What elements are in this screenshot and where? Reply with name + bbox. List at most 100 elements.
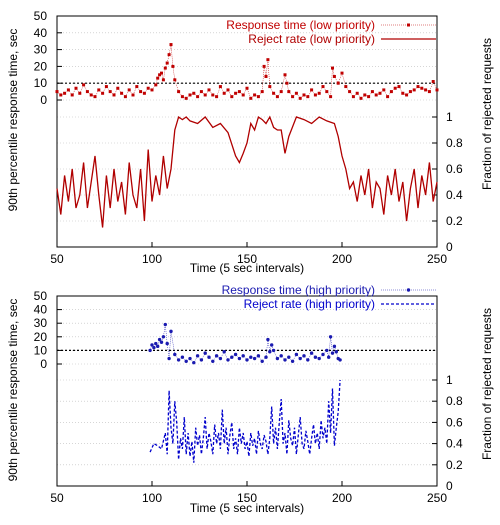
ytick-left-label-3: 30 bbox=[34, 316, 48, 330]
data-point-response-49 bbox=[222, 91, 226, 95]
data-point-response-4 bbox=[156, 344, 160, 349]
plot-frame bbox=[56, 295, 438, 487]
data-point-response-70 bbox=[291, 95, 295, 99]
xtick-label-4: 250 bbox=[427, 252, 447, 266]
ytick-left-label-2: 20 bbox=[34, 330, 48, 344]
data-point-response-7 bbox=[82, 83, 86, 87]
series-line-response-time bbox=[149, 324, 341, 364]
x-axis-title: Time (5 sec intervals) bbox=[190, 261, 304, 275]
data-point-response-43 bbox=[199, 90, 203, 94]
data-point-response-1 bbox=[150, 343, 154, 347]
y-axis-title-right: Fraction of rejected requests bbox=[480, 38, 494, 190]
data-point-response-30 bbox=[241, 354, 245, 358]
data-point-response-35 bbox=[171, 64, 175, 68]
data-point-response-18 bbox=[195, 354, 200, 358]
xtick-label-2: 150 bbox=[237, 252, 257, 266]
data-point-response-57 bbox=[253, 93, 257, 97]
ytick-right-label-5: 1 bbox=[446, 373, 453, 387]
legend-swatch-response-point bbox=[407, 23, 410, 27]
data-point-response-49 bbox=[306, 358, 310, 362]
x-axis-title: Time (5 sec intervals) bbox=[190, 501, 304, 515]
legend-label-response: Response time (high priority) bbox=[222, 283, 375, 297]
data-point-response-34 bbox=[256, 354, 261, 358]
ytick-right-label-3: 0.6 bbox=[446, 162, 463, 176]
data-point-response-2 bbox=[63, 91, 67, 95]
data-point-response-93 bbox=[374, 93, 378, 97]
data-point-response-21 bbox=[207, 355, 211, 359]
data-point-response-25 bbox=[222, 350, 226, 354]
data-point-response-59 bbox=[260, 90, 264, 94]
data-point-response-42 bbox=[279, 354, 283, 358]
data-point-response-11 bbox=[169, 329, 173, 334]
data-point-response-66 bbox=[279, 90, 283, 94]
data-point-response-0 bbox=[55, 90, 59, 94]
data-point-response-58 bbox=[256, 95, 260, 99]
data-point-response-38 bbox=[180, 95, 184, 99]
data-point-response-44 bbox=[203, 93, 207, 97]
data-point-response-31 bbox=[245, 358, 249, 362]
data-point-response-63 bbox=[268, 85, 272, 89]
ytick-left-label-0: 0 bbox=[40, 93, 47, 107]
data-point-response-26 bbox=[154, 83, 158, 87]
y-axis-title-right: Fraction of rejected requests bbox=[480, 308, 494, 460]
ytick-right-label-2: 0.4 bbox=[446, 188, 463, 202]
ytick-right-label-2: 0.4 bbox=[446, 437, 463, 451]
data-point-response-60 bbox=[262, 64, 266, 68]
data-point-response-42 bbox=[196, 95, 200, 99]
data-point-response-90 bbox=[363, 93, 367, 97]
data-point-response-53 bbox=[237, 90, 241, 94]
legend-label-reject: Reject rate (high priority) bbox=[244, 297, 375, 311]
data-point-response-98 bbox=[393, 86, 397, 90]
data-point-response-81 bbox=[331, 66, 334, 70]
data-point-response-105 bbox=[420, 86, 424, 90]
data-point-response-68 bbox=[285, 81, 289, 85]
data-point-response-53 bbox=[321, 352, 325, 357]
data-point-response-108 bbox=[431, 80, 435, 84]
data-point-response-61 bbox=[264, 74, 268, 78]
data-point-response-39 bbox=[184, 96, 188, 100]
ytick-left-label-2: 20 bbox=[34, 59, 48, 73]
data-point-response-39 bbox=[270, 343, 274, 347]
data-point-response-9 bbox=[89, 93, 93, 97]
data-point-response-45 bbox=[207, 88, 211, 92]
data-point-response-106 bbox=[424, 88, 428, 92]
data-point-response-87 bbox=[351, 95, 355, 99]
data-point-response-46 bbox=[211, 93, 215, 97]
xtick-label-3: 200 bbox=[332, 252, 352, 266]
data-point-response-27 bbox=[156, 76, 160, 80]
data-point-response-32 bbox=[249, 355, 253, 359]
data-point-response-57 bbox=[330, 351, 335, 355]
data-point-response-52 bbox=[317, 356, 321, 361]
data-point-response-61 bbox=[338, 358, 342, 362]
data-point-response-37 bbox=[177, 90, 181, 94]
ytick-left-label-1: 10 bbox=[34, 343, 48, 357]
data-point-response-0 bbox=[148, 348, 152, 353]
data-point-response-107 bbox=[427, 90, 431, 94]
data-point-response-17 bbox=[120, 91, 124, 95]
data-point-response-20 bbox=[131, 93, 135, 97]
legend-swatch-response-point bbox=[406, 288, 411, 292]
data-point-response-48 bbox=[302, 354, 306, 358]
data-point-response-8 bbox=[163, 322, 167, 327]
data-point-response-40 bbox=[188, 93, 192, 97]
data-point-response-62 bbox=[266, 58, 270, 62]
data-point-response-99 bbox=[397, 85, 401, 89]
data-point-response-29 bbox=[237, 356, 242, 361]
ytick-right-label-4: 0.8 bbox=[446, 394, 463, 408]
xtick-label-2: 150 bbox=[237, 491, 257, 505]
data-point-response-102 bbox=[408, 90, 412, 94]
data-point-response-28 bbox=[158, 73, 162, 77]
data-point-response-109 bbox=[435, 88, 439, 92]
data-point-response-69 bbox=[287, 90, 291, 94]
data-point-response-83 bbox=[336, 81, 340, 85]
data-point-response-14 bbox=[108, 90, 112, 94]
legend-label-response: Response time (low priority) bbox=[226, 18, 375, 32]
data-point-response-78 bbox=[321, 85, 325, 89]
data-point-response-76 bbox=[313, 93, 317, 97]
data-point-response-21 bbox=[135, 85, 139, 89]
data-point-response-32 bbox=[165, 61, 169, 65]
data-point-response-5 bbox=[74, 86, 78, 90]
series-line-response-time bbox=[56, 44, 438, 99]
data-point-response-58 bbox=[332, 344, 337, 349]
data-point-response-25 bbox=[150, 88, 154, 92]
